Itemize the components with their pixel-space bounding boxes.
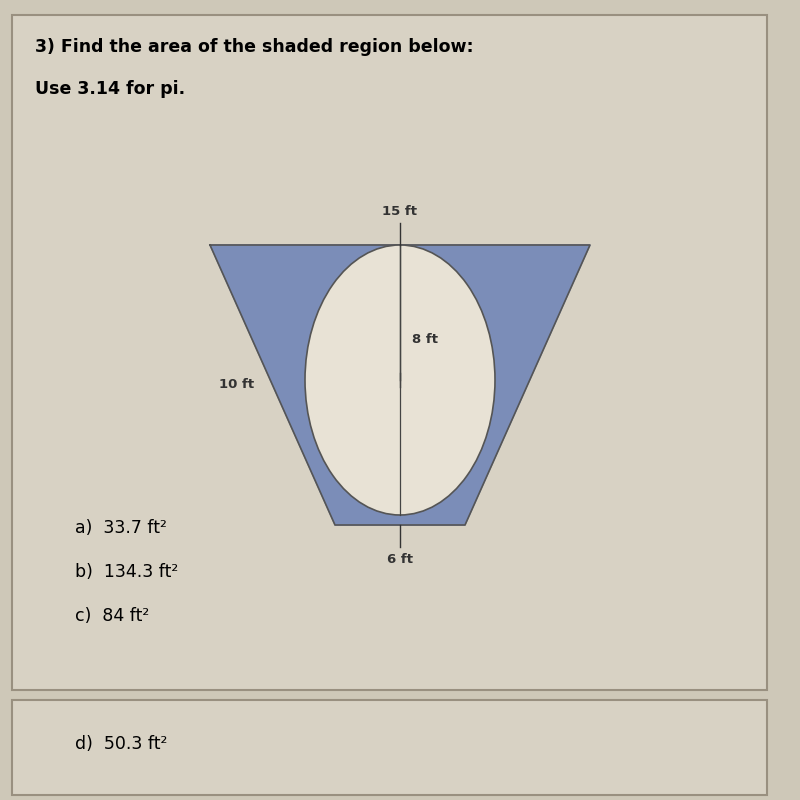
Text: 8 ft: 8 ft <box>412 333 438 346</box>
Text: 10 ft: 10 ft <box>219 378 254 391</box>
FancyBboxPatch shape <box>12 15 767 690</box>
Ellipse shape <box>305 245 495 515</box>
Text: c)  84 ft²: c) 84 ft² <box>75 607 150 625</box>
Text: a)  33.7 ft²: a) 33.7 ft² <box>75 519 167 537</box>
Text: 6 ft: 6 ft <box>387 553 413 566</box>
Text: 15 ft: 15 ft <box>382 205 418 218</box>
Text: Use 3.14 for pi.: Use 3.14 for pi. <box>35 80 185 98</box>
FancyBboxPatch shape <box>12 700 767 795</box>
Polygon shape <box>210 245 590 525</box>
Text: 3) Find the area of the shaded region below:: 3) Find the area of the shaded region be… <box>35 38 474 56</box>
Text: d)  50.3 ft²: d) 50.3 ft² <box>75 735 167 753</box>
Text: b)  134.3 ft²: b) 134.3 ft² <box>75 563 178 581</box>
